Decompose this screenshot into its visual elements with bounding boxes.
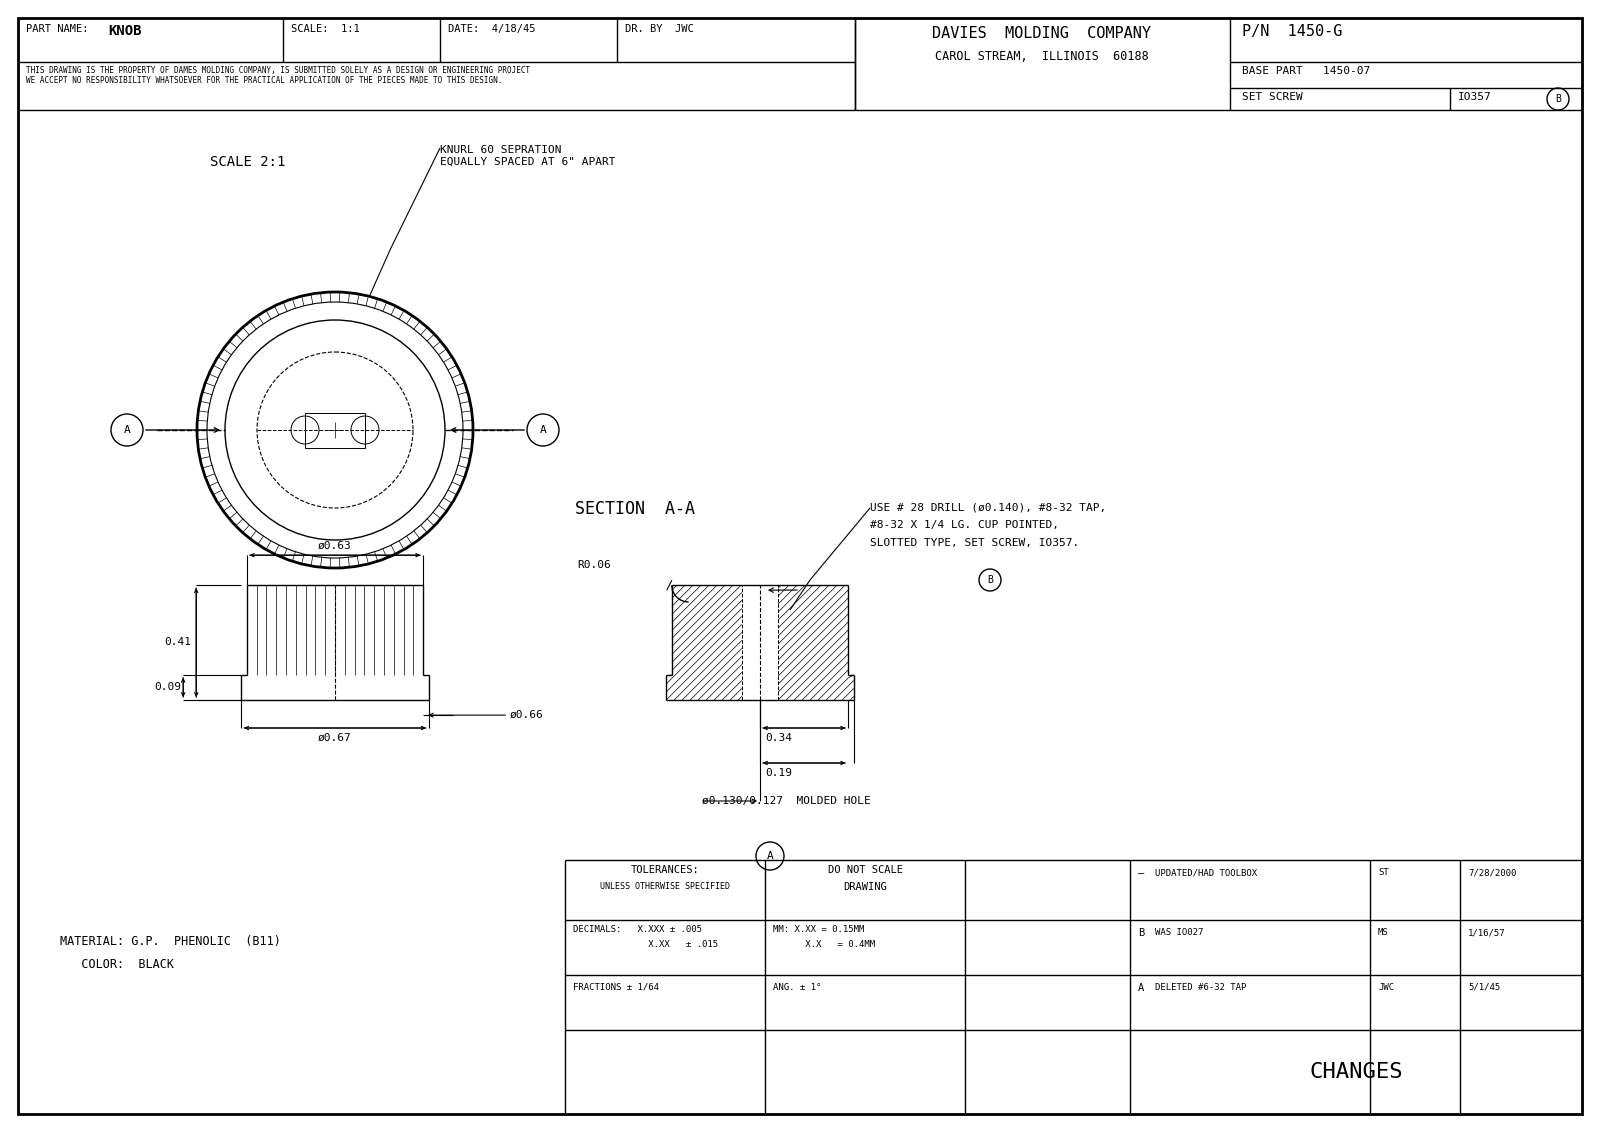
Text: UNLESS OTHERWISE SPECIFIED: UNLESS OTHERWISE SPECIFIED [600, 882, 730, 891]
Text: 0.19: 0.19 [765, 767, 792, 778]
Text: KNURL 60 SEPRATION
EQUALLY SPACED AT 6" APART: KNURL 60 SEPRATION EQUALLY SPACED AT 6" … [440, 145, 616, 166]
Text: SLOTTED TYPE, SET SCREW, IO357.: SLOTTED TYPE, SET SCREW, IO357. [870, 538, 1080, 548]
Text: USE # 28 DRILL (ø0.140), #8-32 TAP,: USE # 28 DRILL (ø0.140), #8-32 TAP, [870, 501, 1106, 512]
Text: DATE:  4/18/45: DATE: 4/18/45 [448, 24, 536, 34]
Text: 7/28/2000: 7/28/2000 [1469, 868, 1517, 877]
Text: –: – [1138, 868, 1144, 878]
Text: KNOB: KNOB [109, 24, 141, 38]
Text: DELETED #6-32 TAP: DELETED #6-32 TAP [1155, 983, 1246, 992]
Text: P/N  1450-G: P/N 1450-G [1242, 24, 1342, 38]
Text: B: B [1555, 94, 1562, 104]
Text: DO NOT SCALE: DO NOT SCALE [827, 865, 902, 875]
Text: ANG. ± 1°: ANG. ± 1° [773, 983, 821, 992]
Text: BASE PART   1450-07: BASE PART 1450-07 [1242, 66, 1370, 76]
Text: MS: MS [1378, 928, 1389, 937]
Text: MATERIAL: G.P.  PHENOLIC  (B11): MATERIAL: G.P. PHENOLIC (B11) [61, 935, 282, 947]
Text: COLOR:  BLACK: COLOR: BLACK [61, 958, 174, 971]
Text: ø0.66: ø0.66 [510, 710, 544, 720]
Text: CHANGES: CHANGES [1309, 1062, 1403, 1082]
Text: PART NAME:: PART NAME: [26, 24, 88, 34]
Text: TOLERANCES:: TOLERANCES: [630, 865, 699, 875]
Text: SET SCREW: SET SCREW [1242, 92, 1302, 102]
Text: SCALE:  1:1: SCALE: 1:1 [291, 24, 360, 34]
Text: A: A [1138, 983, 1144, 993]
Text: DRAWING: DRAWING [843, 882, 886, 892]
Text: FRACTIONS ± 1/64: FRACTIONS ± 1/64 [573, 983, 659, 992]
Text: WAS IO027: WAS IO027 [1155, 928, 1203, 937]
Text: A: A [539, 424, 546, 435]
Text: MM: X.XX = 0.15MM: MM: X.XX = 0.15MM [773, 925, 864, 934]
Text: THIS DRAWING IS THE PROPERTY OF DAMES MOLDING COMPANY, IS SUBMITTED SOLELY AS A : THIS DRAWING IS THE PROPERTY OF DAMES MO… [26, 66, 530, 85]
Text: 0.09: 0.09 [154, 681, 181, 692]
Text: ø0.63: ø0.63 [318, 540, 352, 550]
Bar [306, 413, 365, 448]
Text: X.X   = 0.4MM: X.X = 0.4MM [773, 940, 875, 949]
Text: 0.34: 0.34 [765, 734, 792, 743]
Text: 1/16/57: 1/16/57 [1469, 928, 1506, 937]
Text: DAVIES  MOLDING  COMPANY: DAVIES MOLDING COMPANY [933, 26, 1152, 41]
Text: SECTION  A-A: SECTION A-A [574, 500, 694, 518]
Text: ø0.67: ø0.67 [318, 734, 352, 743]
Text: A: A [123, 424, 130, 435]
Text: ø0.130/0.127  MOLDED HOLE: ø0.130/0.127 MOLDED HOLE [702, 796, 870, 806]
Text: DECIMALS:   X.XXX ± .005: DECIMALS: X.XXX ± .005 [573, 925, 702, 934]
Text: IO357: IO357 [1458, 92, 1491, 102]
Text: B: B [1138, 928, 1144, 938]
Text: A: A [766, 851, 773, 861]
Text: JWC: JWC [1378, 983, 1394, 992]
Text: B: B [987, 575, 994, 585]
Text: UPDATED/HAD TOOLBOX: UPDATED/HAD TOOLBOX [1155, 868, 1258, 877]
Text: SCALE 2:1: SCALE 2:1 [210, 155, 285, 169]
Text: CAROL STREAM,  ILLINOIS  60188: CAROL STREAM, ILLINOIS 60188 [934, 50, 1149, 63]
Text: ST: ST [1378, 868, 1389, 877]
Text: #8-32 X 1/4 LG. CUP POINTED,: #8-32 X 1/4 LG. CUP POINTED, [870, 520, 1059, 530]
Text: X.XX   ± .015: X.XX ± .015 [573, 940, 718, 949]
Text: 0.41: 0.41 [165, 637, 192, 648]
Text: R0.06: R0.06 [576, 560, 611, 571]
Text: DR. BY  JWC: DR. BY JWC [626, 24, 694, 34]
Text: 5/1/45: 5/1/45 [1469, 983, 1501, 992]
